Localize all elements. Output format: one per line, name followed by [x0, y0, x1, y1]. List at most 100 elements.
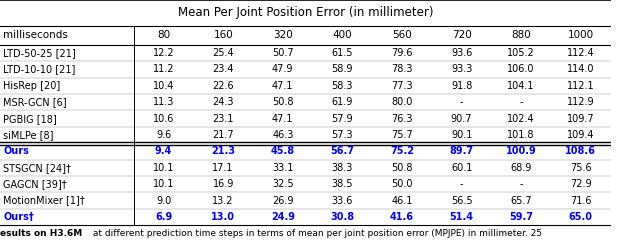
Text: 11.2: 11.2 [153, 64, 174, 75]
Text: LTD-10-10 [21]: LTD-10-10 [21] [3, 64, 76, 75]
Text: 47.9: 47.9 [272, 64, 294, 75]
Text: 21.3: 21.3 [211, 146, 235, 156]
Text: 102.4: 102.4 [508, 114, 535, 124]
Text: 16.9: 16.9 [212, 179, 234, 189]
Text: 47.1: 47.1 [272, 81, 294, 91]
Text: MotionMixer [1]†: MotionMixer [1]† [3, 196, 85, 206]
Text: 78.3: 78.3 [391, 64, 413, 75]
Text: 22.6: 22.6 [212, 81, 234, 91]
Text: 13.2: 13.2 [212, 196, 234, 206]
Text: 90.1: 90.1 [451, 130, 472, 140]
Text: 114.0: 114.0 [567, 64, 595, 75]
Text: 112.9: 112.9 [567, 97, 595, 107]
Text: -: - [460, 97, 463, 107]
Text: GAGCN [39]†: GAGCN [39]† [3, 179, 67, 189]
Text: 89.7: 89.7 [449, 146, 474, 156]
Text: 24.3: 24.3 [212, 97, 234, 107]
Text: Ours†: Ours† [3, 212, 34, 222]
Text: 47.1: 47.1 [272, 114, 294, 124]
Text: 90.7: 90.7 [451, 114, 472, 124]
Text: 45.8: 45.8 [271, 146, 295, 156]
Text: 320: 320 [273, 30, 292, 40]
Text: Ours: Ours [3, 146, 29, 156]
Text: 33.6: 33.6 [332, 196, 353, 206]
Text: 30.8: 30.8 [330, 212, 355, 222]
Text: 106.0: 106.0 [508, 64, 535, 75]
Text: -: - [520, 179, 523, 189]
Text: 11.3: 11.3 [153, 97, 174, 107]
Text: 17.1: 17.1 [212, 163, 234, 173]
Text: 880: 880 [511, 30, 531, 40]
Text: 65.7: 65.7 [510, 196, 532, 206]
Text: 10.4: 10.4 [153, 81, 174, 91]
Text: 38.3: 38.3 [332, 163, 353, 173]
Text: 26.9: 26.9 [272, 196, 294, 206]
Text: 109.7: 109.7 [567, 114, 595, 124]
Text: 68.9: 68.9 [511, 163, 532, 173]
Text: 10.1: 10.1 [153, 163, 174, 173]
Text: 57.9: 57.9 [332, 114, 353, 124]
Text: 104.1: 104.1 [508, 81, 535, 91]
Text: 100.9: 100.9 [506, 146, 536, 156]
Text: 400: 400 [333, 30, 352, 40]
Text: 101.8: 101.8 [508, 130, 535, 140]
Text: 12.2: 12.2 [153, 48, 175, 58]
Text: esults on H3.6M: esults on H3.6M [0, 229, 83, 238]
Text: 91.8: 91.8 [451, 81, 472, 91]
Text: 51.4: 51.4 [449, 212, 474, 222]
Text: 6.9: 6.9 [155, 212, 172, 222]
Text: 25.4: 25.4 [212, 48, 234, 58]
Text: 76.3: 76.3 [391, 114, 413, 124]
Text: 23.4: 23.4 [212, 64, 234, 75]
Text: 60.1: 60.1 [451, 163, 472, 173]
Text: 13.0: 13.0 [211, 212, 235, 222]
Text: 23.1: 23.1 [212, 114, 234, 124]
Text: milliseconds: milliseconds [3, 30, 68, 40]
Text: LTD-50-25 [21]: LTD-50-25 [21] [3, 48, 76, 58]
Text: 560: 560 [392, 30, 412, 40]
Text: 56.5: 56.5 [451, 196, 472, 206]
Text: 21.7: 21.7 [212, 130, 234, 140]
Text: Mean Per Joint Position Error (in millimeter): Mean Per Joint Position Error (in millim… [177, 6, 433, 19]
Text: 1000: 1000 [568, 30, 594, 40]
Text: 33.1: 33.1 [272, 163, 294, 173]
Text: 24.9: 24.9 [271, 212, 295, 222]
Text: MSR-GCN [6]: MSR-GCN [6] [3, 97, 67, 107]
Text: -: - [520, 97, 523, 107]
Text: 50.0: 50.0 [391, 179, 413, 189]
Text: 57.3: 57.3 [332, 130, 353, 140]
Text: 80: 80 [157, 30, 170, 40]
Text: 93.3: 93.3 [451, 64, 472, 75]
Text: 10.6: 10.6 [153, 114, 174, 124]
Text: 112.1: 112.1 [567, 81, 595, 91]
Text: 72.9: 72.9 [570, 179, 591, 189]
Text: 79.6: 79.6 [391, 48, 413, 58]
Text: 9.6: 9.6 [156, 130, 172, 140]
Text: 720: 720 [452, 30, 472, 40]
Text: 65.0: 65.0 [569, 212, 593, 222]
Text: 105.2: 105.2 [508, 48, 535, 58]
Text: STSGCN [24]†: STSGCN [24]† [3, 163, 71, 173]
Text: 50.8: 50.8 [272, 97, 294, 107]
Text: 77.3: 77.3 [391, 81, 413, 91]
Text: 108.6: 108.6 [565, 146, 596, 156]
Text: 56.7: 56.7 [330, 146, 355, 156]
Text: 9.0: 9.0 [156, 196, 172, 206]
Text: 109.4: 109.4 [567, 130, 595, 140]
Text: 46.1: 46.1 [391, 196, 413, 206]
Text: -: - [460, 179, 463, 189]
Text: PGBIG [18]: PGBIG [18] [3, 114, 57, 124]
Text: 80.0: 80.0 [391, 97, 413, 107]
Text: 50.7: 50.7 [272, 48, 294, 58]
Text: 61.5: 61.5 [332, 48, 353, 58]
Text: 75.2: 75.2 [390, 146, 414, 156]
Text: 38.5: 38.5 [332, 179, 353, 189]
Text: 9.4: 9.4 [155, 146, 172, 156]
Text: 46.3: 46.3 [272, 130, 294, 140]
Text: 75.7: 75.7 [391, 130, 413, 140]
Text: 58.3: 58.3 [332, 81, 353, 91]
Text: 61.9: 61.9 [332, 97, 353, 107]
Text: 32.5: 32.5 [272, 179, 294, 189]
Text: 112.4: 112.4 [567, 48, 595, 58]
Text: siMLPe [8]: siMLPe [8] [3, 130, 54, 140]
